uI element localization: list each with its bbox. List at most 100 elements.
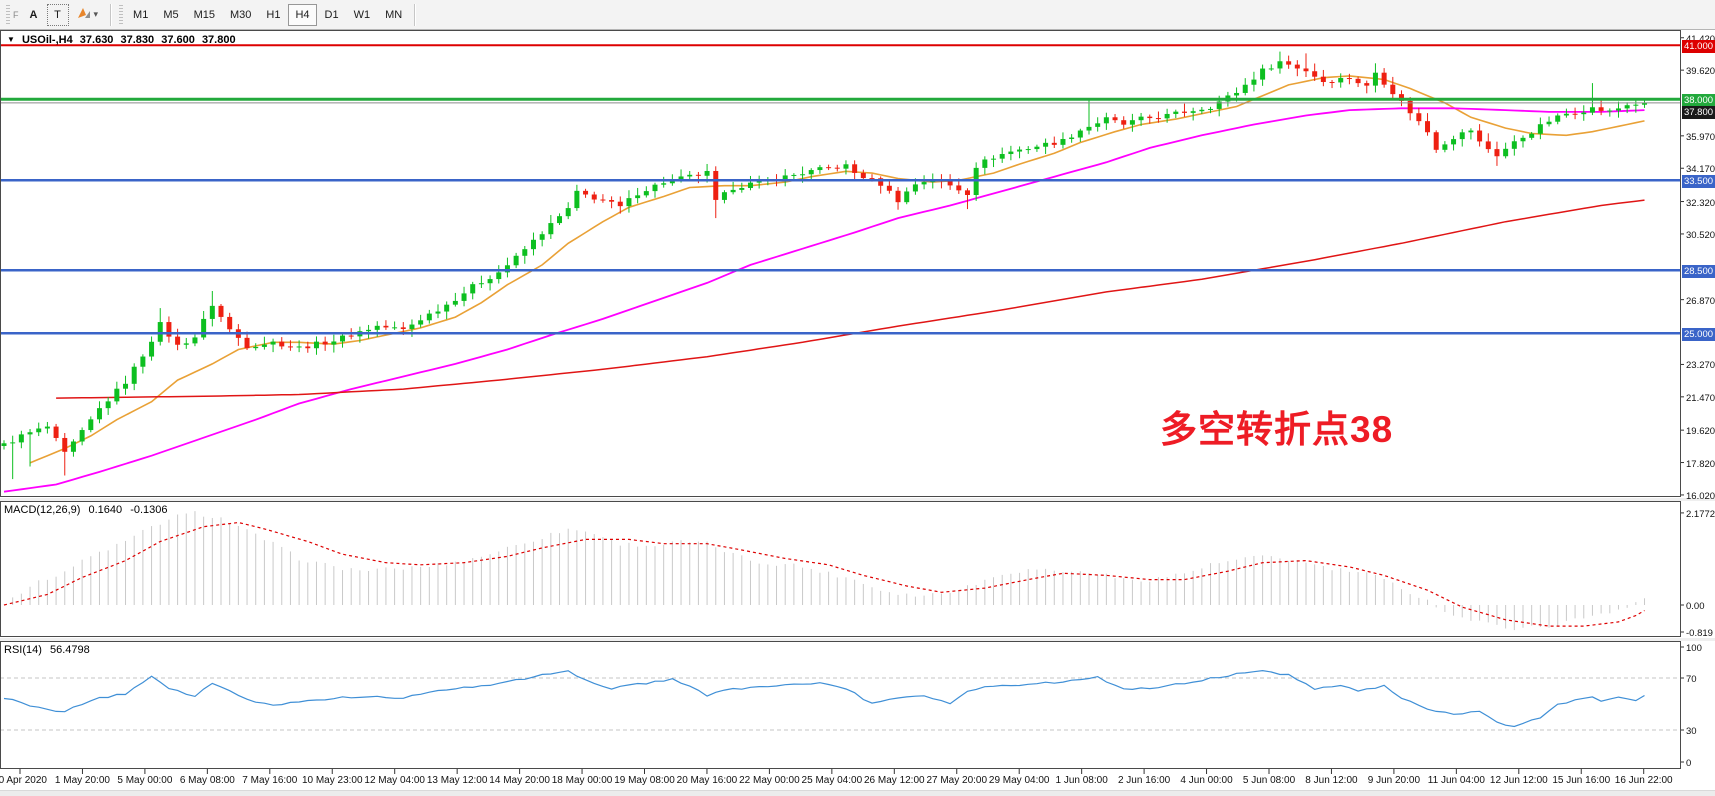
text-tool-button[interactable]: T <box>46 3 69 26</box>
ohlc-close: 37.800 <box>201 34 236 46</box>
candle-body <box>1043 142 1049 147</box>
candle-body <box>62 437 68 452</box>
candle-body <box>1598 107 1604 111</box>
candle-body <box>105 401 111 409</box>
candle-body <box>1190 111 1196 113</box>
symbol-dropdown-icon[interactable]: ▼ <box>7 35 15 44</box>
candle-body <box>991 158 997 160</box>
candle-body <box>1017 149 1023 152</box>
candle-body <box>1346 78 1352 80</box>
candle-body <box>652 184 658 192</box>
candle-body <box>999 154 1005 159</box>
candle-body <box>1060 139 1066 145</box>
candle-body <box>826 167 832 169</box>
candle-body <box>1459 132 1465 140</box>
timeframe-button-d1[interactable]: D1 <box>324 8 339 21</box>
ohlc-open: 37.630 <box>79 34 114 46</box>
candle-body <box>452 300 458 305</box>
candle-body <box>1147 116 1153 119</box>
candle-body <box>1320 76 1326 82</box>
candle-body <box>10 442 16 444</box>
candle-body <box>1442 144 1448 150</box>
timeframe-button-m1[interactable]: M1 <box>133 8 149 21</box>
price-axis[interactable] <box>1681 31 1715 770</box>
candle-body <box>496 272 502 280</box>
candle-body <box>1485 141 1491 150</box>
toolbar-grip[interactable] <box>6 4 10 25</box>
candle-body <box>1303 68 1309 72</box>
chevron-down-icon: ▾ <box>93 9 99 19</box>
toolbar-edge-label: F <box>13 9 19 20</box>
candle-body <box>418 320 424 325</box>
candle-body <box>340 335 346 342</box>
candle-body <box>1329 81 1335 83</box>
candle-body <box>626 198 632 207</box>
candle-body <box>1268 68 1274 70</box>
candle-body <box>1051 142 1057 145</box>
candle-body <box>1520 137 1526 142</box>
candle-body <box>1451 139 1457 145</box>
arrow-cursor-tool-button[interactable]: A <box>21 4 47 26</box>
candle-body <box>817 167 823 171</box>
candle-body <box>947 180 953 186</box>
candle-body <box>1563 113 1569 116</box>
candle-body <box>470 284 476 294</box>
candle-body <box>791 174 797 176</box>
candle-body <box>583 190 589 195</box>
timeframe-button-w1[interactable]: W1 <box>353 8 371 21</box>
candle-body <box>1 443 7 446</box>
candle-body <box>530 239 536 250</box>
rsi-value: 56.4798 <box>49 644 90 656</box>
candle-body <box>800 174 806 176</box>
ohlc-high: 37.830 <box>120 34 155 46</box>
candle-body <box>1277 61 1283 69</box>
candle-body <box>18 434 24 443</box>
candle-body <box>982 159 988 168</box>
candle-body <box>1589 107 1595 113</box>
candle-body <box>1511 141 1517 149</box>
candle-body <box>218 305 224 317</box>
candle-body <box>1077 130 1083 138</box>
candle-body <box>904 191 910 203</box>
candle-body <box>782 175 788 181</box>
candle-body <box>912 184 918 192</box>
chart-canvas[interactable] <box>0 30 1715 796</box>
ma-slow-red-line <box>56 199 1645 399</box>
candle-body <box>27 432 33 435</box>
candle-body <box>331 341 337 345</box>
candle-body <box>435 311 441 314</box>
candle-body <box>270 341 276 345</box>
candle-body <box>149 341 155 357</box>
timeframe-button-h1[interactable]: H1 <box>266 8 281 21</box>
candle-body <box>244 337 250 349</box>
timeframe-button-mn[interactable]: MN <box>385 8 403 21</box>
candle-body <box>157 322 163 342</box>
timeframe-toolbar-grip[interactable] <box>119 4 124 25</box>
timeframe-button-m15[interactable]: M15 <box>193 8 215 21</box>
candle-body <box>1112 117 1118 121</box>
window-bottom-edge <box>0 790 1715 796</box>
candle-body <box>617 201 623 207</box>
candle-body <box>878 178 884 186</box>
toolbar-separator <box>110 3 112 26</box>
candle-body <box>261 344 267 347</box>
timeframe-button-m30[interactable]: M30 <box>230 8 252 21</box>
symbol-period-label: USOil-,H4 <box>21 34 73 46</box>
rsi-header: RSI(14) 56.4798 <box>4 644 95 656</box>
time-axis[interactable] <box>0 770 1715 790</box>
timeframe-button-m5[interactable]: M5 <box>163 8 179 21</box>
timeframe-button-h4[interactable]: H4 <box>288 3 317 26</box>
candle-body <box>1121 120 1127 125</box>
candle-body <box>348 335 354 337</box>
candle-body <box>1103 117 1109 124</box>
candle-body <box>600 199 606 201</box>
chart-text-annotation[interactable]: 多空转折点38 <box>1160 409 1394 450</box>
macd-signal-line <box>3 521 1645 627</box>
candle-body <box>860 172 866 179</box>
candle-body <box>392 327 398 329</box>
macd-pane-frame <box>0 501 1681 637</box>
candle-body <box>1069 137 1075 140</box>
main-pane-frame <box>0 30 1681 497</box>
candle-body <box>1633 104 1639 106</box>
arrows-tool-button[interactable]: ▾ <box>69 4 106 26</box>
